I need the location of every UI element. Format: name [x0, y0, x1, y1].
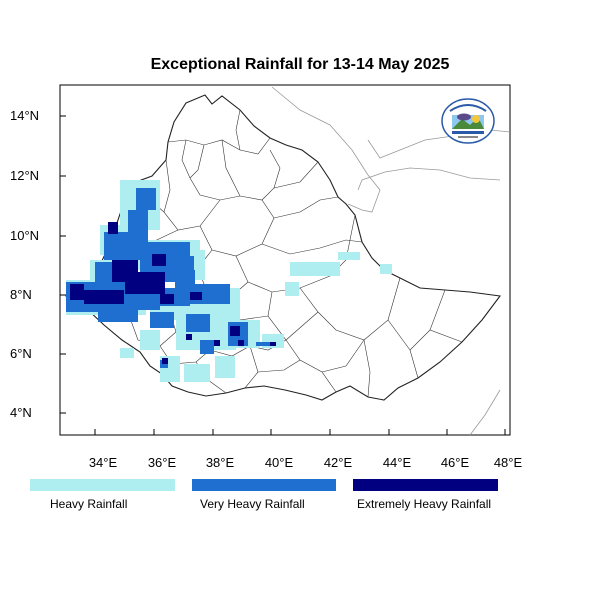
gulf-coast-line [357, 167, 501, 191]
heavy-rainfall-cell [140, 330, 160, 350]
extremely-heavy-rainfall-cell [160, 294, 174, 304]
x-tick-label: 48°E [493, 455, 523, 470]
y-tick-label: 6°N [10, 346, 32, 361]
heavy-rainfall-cell [338, 252, 360, 260]
meteorology-institute-logo-icon [441, 98, 495, 144]
extremely-heavy-rainfall-cell [162, 358, 168, 364]
y-tick-label: 14°N [10, 108, 40, 123]
extremely-heavy-rainfall-cell [230, 326, 240, 336]
very-heavy-rainfall-cell [98, 304, 138, 322]
very-heavy-rainfall-cell [256, 342, 270, 346]
extremely-heavy-rainfall-cell [238, 340, 244, 346]
very-heavy-rainfall-cell [175, 270, 195, 290]
very-heavy-rainfall-cell [186, 314, 210, 332]
x-tick-label: 38°E [205, 455, 235, 470]
x-tick-label: 40°E [264, 455, 294, 470]
legend-label-extremely-heavy: Extremely Heavy Rainfall [357, 497, 492, 511]
very-heavy-rainfall-cell [150, 312, 174, 328]
x-tick-label: 46°E [440, 455, 470, 470]
legend-swatch-extremely-heavy [353, 479, 498, 491]
eritrea-coast-line [271, 86, 381, 213]
extremely-heavy-rainfall-area [70, 222, 276, 364]
somalia-coast-line [469, 389, 501, 436]
extremely-heavy-rainfall-cell [108, 222, 118, 234]
extremely-heavy-rainfall-cell [186, 334, 192, 340]
legend-label-very-heavy: Very Heavy Rainfall [200, 497, 305, 511]
heavy-rainfall-cell [380, 264, 392, 274]
very-heavy-rainfall-cell [136, 188, 156, 210]
heavy-rainfall-cell [290, 262, 340, 276]
legend-swatch-heavy [30, 479, 175, 491]
extremely-heavy-rainfall-cell [190, 292, 202, 300]
heavy-rainfall-cell [215, 356, 235, 378]
extremely-heavy-rainfall-cell [125, 272, 165, 294]
map-title: Exceptional Rainfall for 13-14 May 2025 [150, 56, 450, 73]
extremely-heavy-rainfall-cell [84, 290, 124, 304]
axis-ticks [60, 115, 506, 435]
legend-label-heavy: Heavy Rainfall [50, 497, 128, 511]
y-tick-label: 12°N [10, 168, 40, 183]
very-heavy-rainfall-cell [95, 262, 115, 282]
y-tick-label: 10°N [10, 228, 40, 243]
x-tick-label: 44°E [382, 455, 412, 470]
heavy-rainfall-cell [285, 282, 299, 296]
heavy-rainfall-cell [120, 348, 134, 358]
x-tick-label: 34°E [88, 455, 118, 470]
extremely-heavy-rainfall-cell [152, 254, 166, 266]
very-heavy-rainfall-cell [200, 340, 214, 354]
heavy-rainfall-cell [184, 364, 210, 382]
very-heavy-rainfall-cell [104, 232, 144, 260]
very-heavy-rainfall-cell [208, 290, 228, 302]
extremely-heavy-rainfall-cell [214, 340, 220, 346]
extremely-heavy-rainfall-cell [270, 342, 276, 346]
x-tick-label: 36°E [147, 455, 177, 470]
extremely-heavy-rainfall-cell [70, 284, 84, 300]
legend-swatch-very-heavy [192, 479, 336, 491]
y-tick-label: 8°N [10, 287, 32, 302]
x-tick-label: 42°E [323, 455, 353, 470]
y-tick-label: 4°N [10, 405, 32, 420]
